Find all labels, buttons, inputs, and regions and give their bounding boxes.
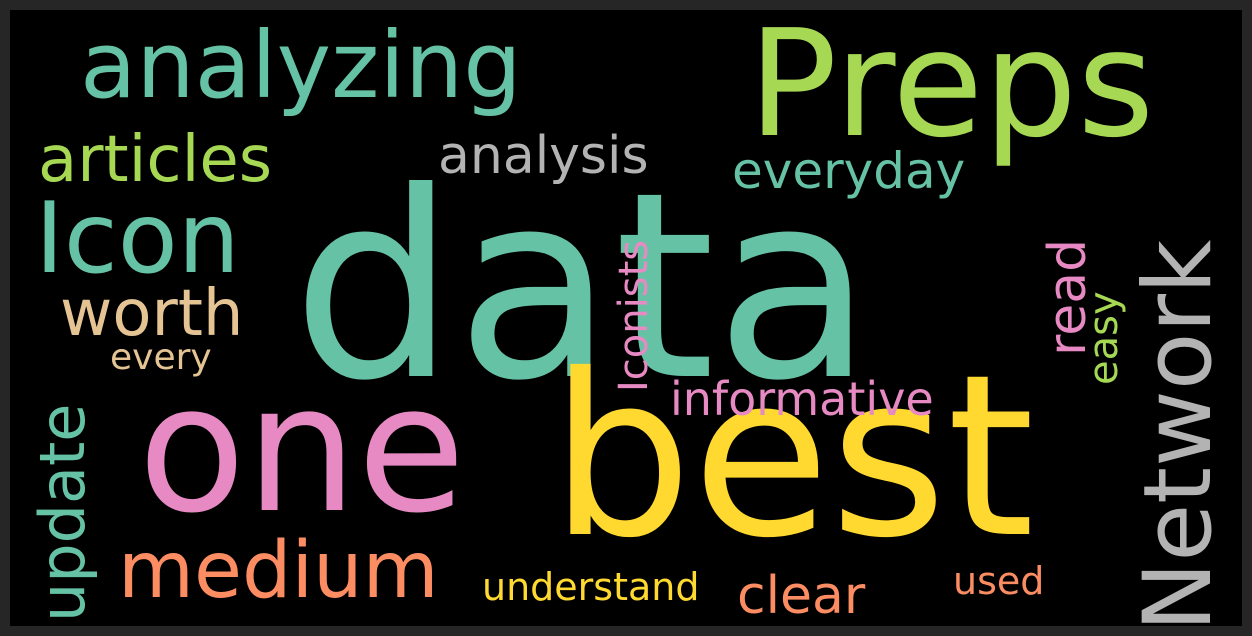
word-clear: clear <box>737 566 866 626</box>
word-data: data <box>292 137 874 437</box>
word-everyday: everyday <box>732 142 966 200</box>
word-one: one <box>138 347 466 552</box>
word-analysis: analysis <box>438 126 649 186</box>
word-every: every <box>110 337 212 378</box>
word-used: used <box>953 559 1045 603</box>
word-icon: Icon <box>35 182 240 296</box>
word-understand: understand <box>482 565 700 609</box>
word-articles: articles <box>38 123 273 197</box>
word-preps: Preps <box>748 10 1155 170</box>
word-informative: informative <box>670 372 934 426</box>
word-iconists: Iconists <box>611 239 657 392</box>
word-best: best <box>550 326 1035 587</box>
word-easy: easy <box>1081 291 1127 385</box>
word-medium: medium <box>118 526 439 616</box>
word-worth: worth <box>60 277 244 351</box>
word-cloud: data one best Preps analyzing Network Ic… <box>10 10 1242 626</box>
word-analyzing: analyzing <box>80 12 522 119</box>
word-network: Network <box>1124 239 1233 626</box>
word-update: update <box>26 403 99 622</box>
